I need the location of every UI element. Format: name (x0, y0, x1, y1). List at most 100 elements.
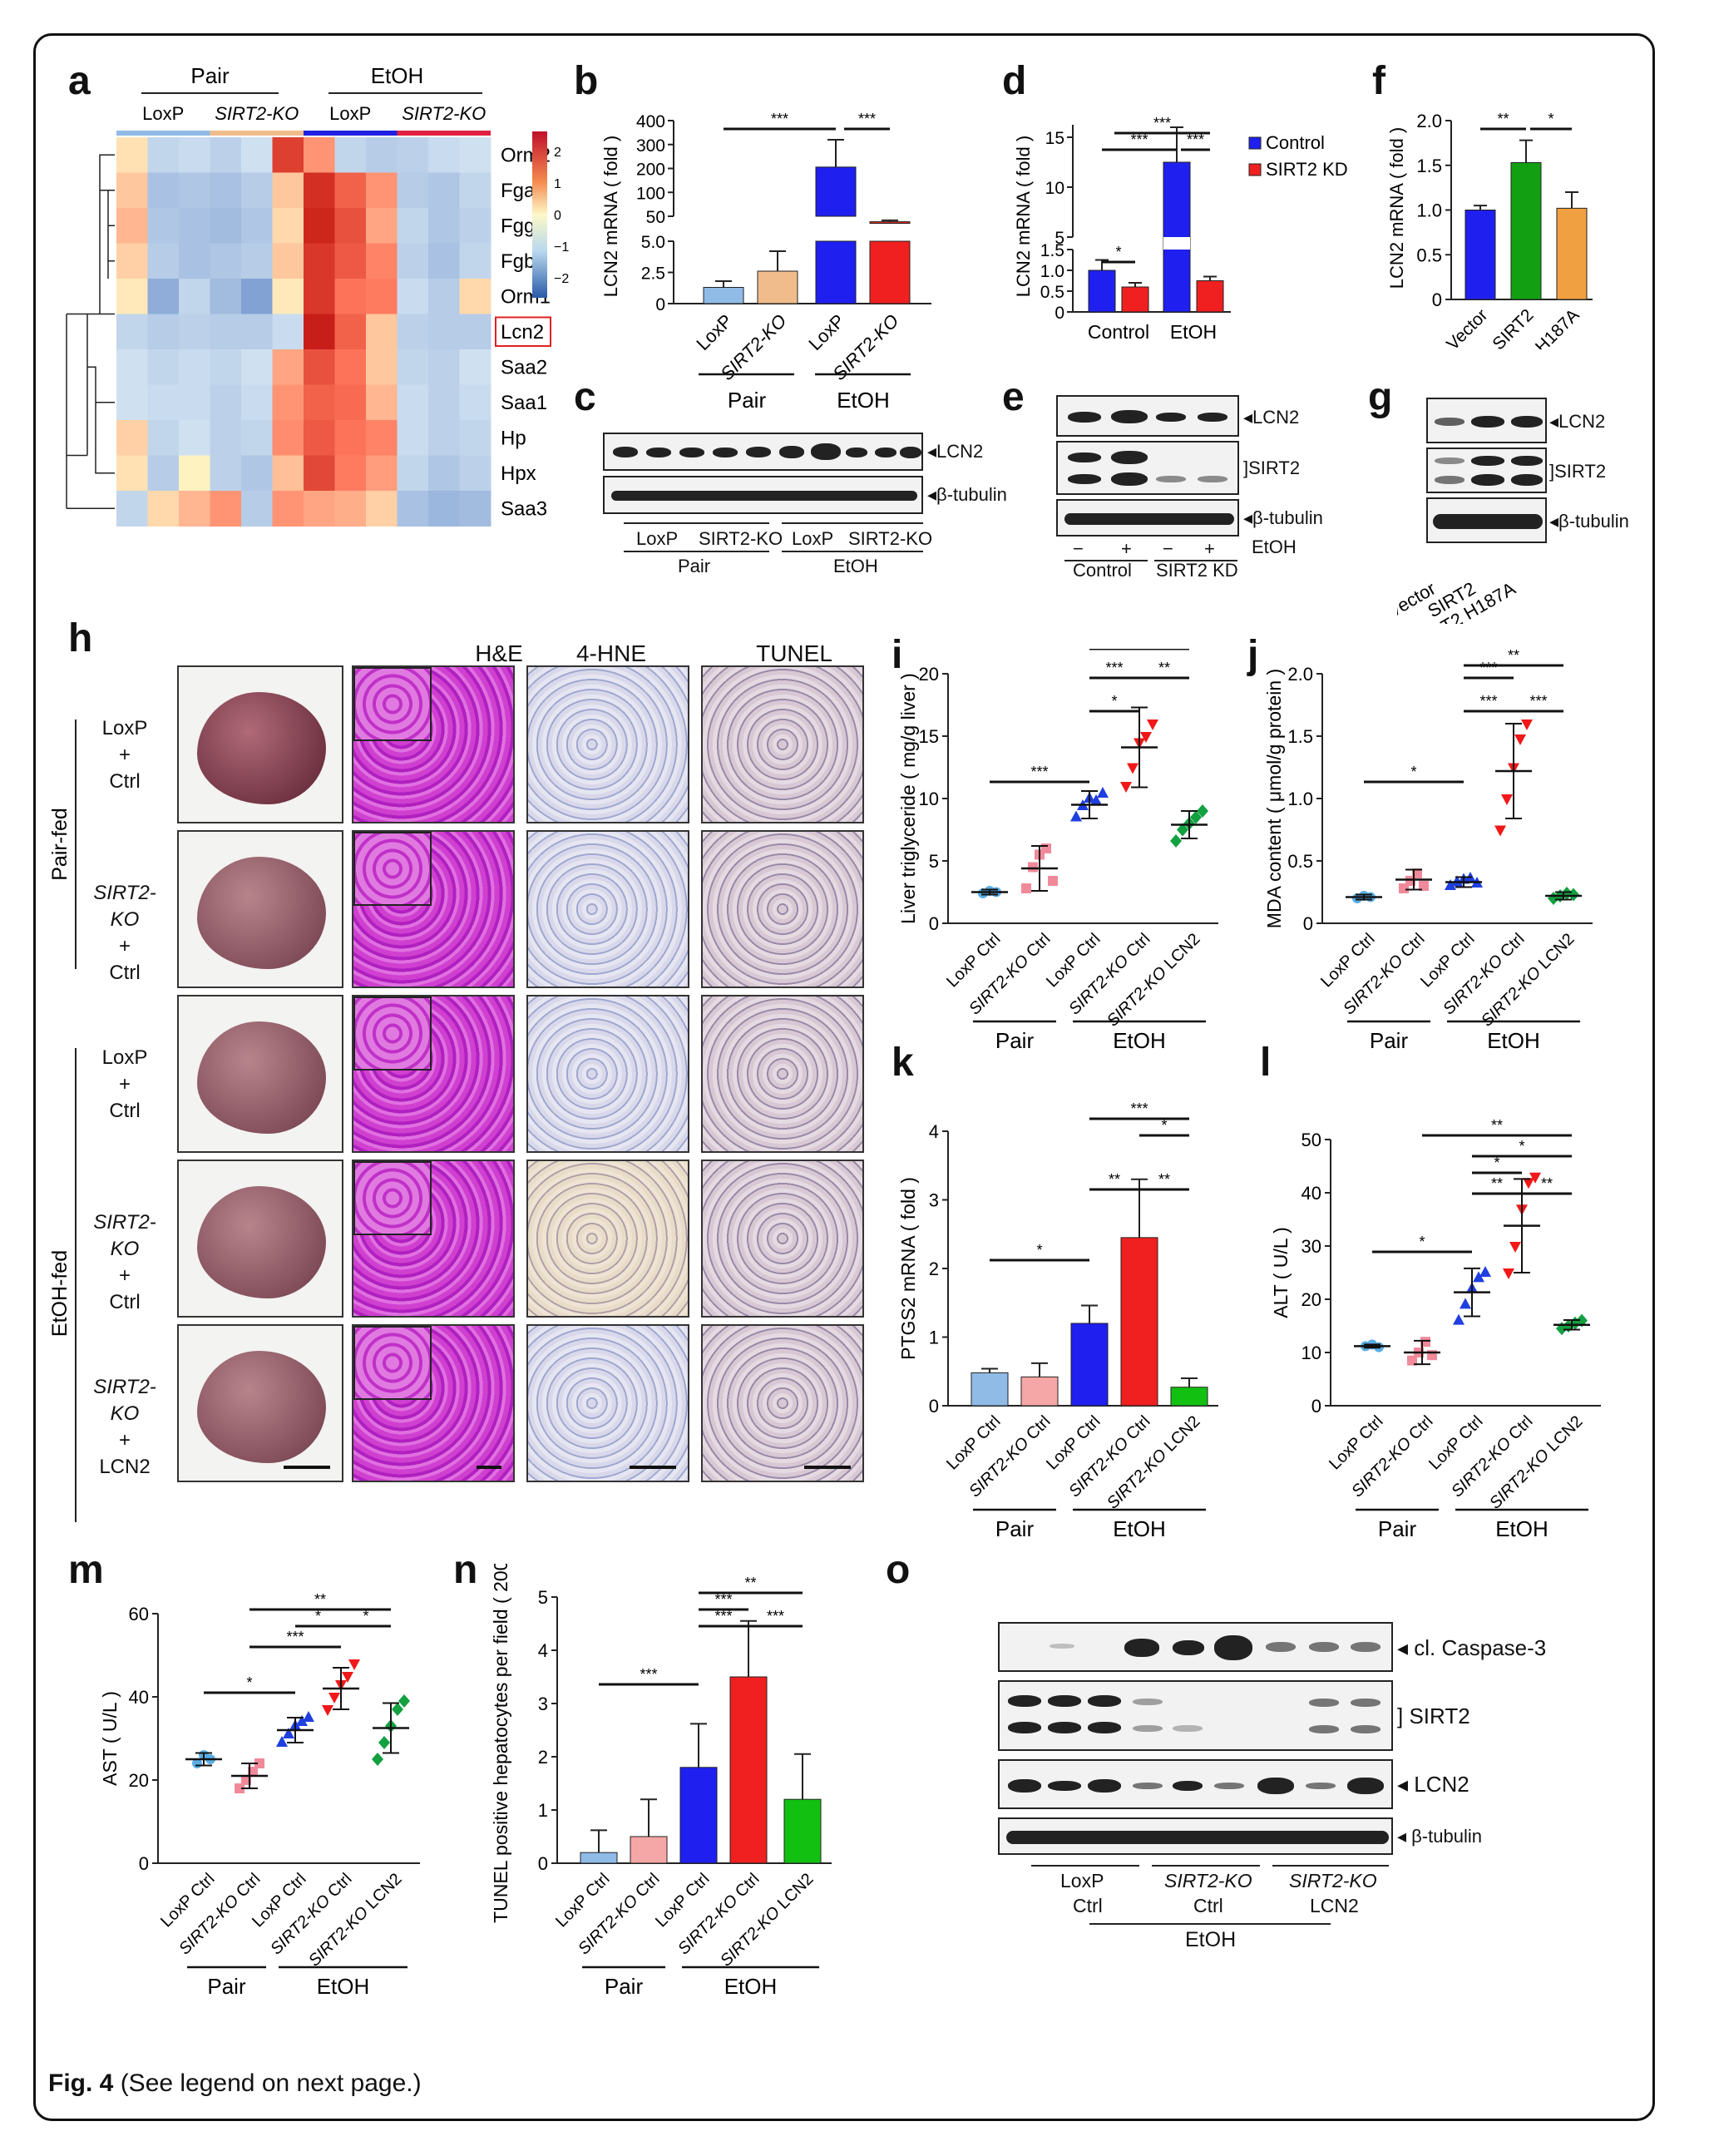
heatmap-cell (459, 279, 491, 314)
heatmap-cell (241, 314, 273, 350)
f-tick-label: 1.0 (1416, 200, 1442, 221)
heatmap-gene-label: Fgb (501, 250, 535, 273)
scale-bar (804, 1466, 851, 1469)
b-tick-label: 300 (636, 136, 665, 156)
heatmap-cell (241, 455, 273, 492)
blot-e-group-sirt2kd: SIRT2 KD (1156, 560, 1238, 581)
heatmap-cell (397, 349, 429, 385)
chart-m-point (372, 1753, 383, 1766)
chart-l-tick-label: 20 (1302, 1289, 1321, 1310)
f-tick-label: 0 (1432, 289, 1442, 310)
chart-i-point (1197, 804, 1208, 818)
heatmap-cell (397, 420, 429, 456)
b-category-label: LoxP (692, 310, 736, 354)
chart-n-bar (729, 1676, 768, 1864)
heatmap-cell (459, 314, 491, 350)
blot-o-lcn2 (998, 1759, 1393, 1809)
chart-m-point (328, 1693, 340, 1704)
he-inset-zoom (353, 832, 432, 906)
tunel-stain-image (701, 830, 864, 988)
chart-n-tick-label: 2 (538, 1747, 548, 1768)
panel-label-g: g (1368, 375, 1393, 419)
heatmap-group-etoh: EtOH (371, 63, 424, 88)
tunel-stain-image (701, 665, 864, 823)
liver-gross-photo (177, 1324, 343, 1482)
heatmap-cell (459, 384, 491, 421)
panel-label-l: l (1260, 1041, 1272, 1085)
heatmap-cell (147, 137, 180, 173)
heatmap-cell (179, 420, 210, 456)
histology-row-label: SIRT2-KO + Ctrl (83, 1209, 166, 1316)
panel-label-a: a (68, 59, 91, 103)
row-plus: + (118, 935, 131, 957)
heatmap-cell (366, 420, 398, 456)
d-legend-label: SIRT2 KD (1266, 159, 1348, 180)
row-treatment: Ctrl (109, 962, 141, 984)
heatmap-cell (459, 455, 491, 492)
blot-e-group-control: Control (1073, 560, 1132, 581)
heatmap-cell (147, 208, 180, 244)
blot-g-label-sirt2: ]SIRT2 (1549, 461, 1607, 482)
chart-i-point (1177, 823, 1188, 837)
heatmap-cell (241, 279, 273, 314)
chart-i-group-pair: Pair (995, 1028, 1035, 1053)
chart-m-point (378, 1736, 390, 1749)
heatmap-cell (397, 172, 429, 209)
b-tick-label: 400 (636, 112, 665, 131)
side-group-labels: Pair-fed EtOH-fed (50, 808, 72, 1337)
heatmap-cell (147, 243, 180, 279)
b-bar (869, 240, 911, 304)
chart-l-point (1460, 1298, 1471, 1309)
chart-m-point (276, 1736, 288, 1747)
histology-row-label: SIRT2-KO + Ctrl (83, 880, 166, 987)
heatmap-cell (304, 314, 335, 350)
panel-label-c: c (574, 375, 596, 419)
blot-o-label-lcn2: ◂ LCN2 (1397, 1772, 1469, 1797)
4hne-stain-image (526, 1324, 689, 1482)
chart-j-category-label: SIRT2-KO LCN2 (1478, 930, 1578, 1031)
heatmap-cell (304, 491, 335, 527)
chart-m-category-label: SIRT2-KO Ctrl (175, 1870, 264, 1958)
chart-j-tick-label: 2.0 (1287, 664, 1313, 685)
he-stain-image (352, 1324, 515, 1482)
heatmap-cell (459, 491, 491, 527)
chart-k-group-pair: Pair (995, 1516, 1035, 1541)
chart-l-point (1479, 1266, 1491, 1277)
d-tick-label: 5 (1055, 229, 1064, 248)
heatmap-cell (366, 279, 398, 314)
chart-k-bar (1070, 1323, 1109, 1407)
figure-caption: Fig. 4 (See legend on next page.) (48, 2069, 422, 2098)
chart-l-sig-label: * (1519, 1138, 1524, 1155)
caption-text: (See legend on next page.) (120, 2069, 422, 2097)
heatmap-gene-label: Fga (501, 180, 536, 202)
chart-k-bar (971, 1372, 1009, 1407)
chart-m-tick-label: 60 (129, 1604, 149, 1624)
chart-l-sig-label: * (1419, 1234, 1425, 1250)
chart-l-ylabel: ALT ( U/L ) (1270, 1227, 1292, 1318)
heatmap-cell (210, 243, 242, 279)
heatmap-panel-a: Orm2FgaFggFgbOrm1Lcn2Saa2Saa1HpHpxSaa3Pa… (66, 63, 569, 527)
b-tick-label: 100 (636, 184, 665, 203)
heatmap-cell (334, 384, 367, 421)
chart-l-sig-label: * (1494, 1155, 1499, 1171)
heatmap-group-bar (210, 131, 304, 136)
heatmap-cell (179, 243, 210, 279)
heatmap-cell (179, 208, 210, 244)
chart-k-tick-label: 3 (929, 1190, 939, 1211)
liver-gross-photo (177, 830, 343, 988)
heatmap-cell (428, 491, 460, 527)
blot-o-label-tubulin: ◂ β-tubulin (1397, 1826, 1482, 1847)
blot-o-label-sirt2: ] SIRT2 (1397, 1704, 1470, 1728)
heatmap-cell (179, 314, 210, 350)
f-tick-label: 1.5 (1416, 156, 1442, 176)
f-sig-label: * (1548, 111, 1553, 127)
he-inset-zoom (353, 996, 432, 1071)
d-category-label: Control (1088, 321, 1149, 343)
chart-j-category-label-part: LCN2 (1532, 930, 1578, 977)
heatmap-cell (334, 172, 367, 209)
panel-label-i: i (892, 633, 903, 677)
chart-m-point (398, 1694, 410, 1708)
heatmap-cell (179, 491, 210, 527)
blot-e-lcn2 (1056, 395, 1239, 437)
he-inset-zoom (353, 667, 432, 741)
